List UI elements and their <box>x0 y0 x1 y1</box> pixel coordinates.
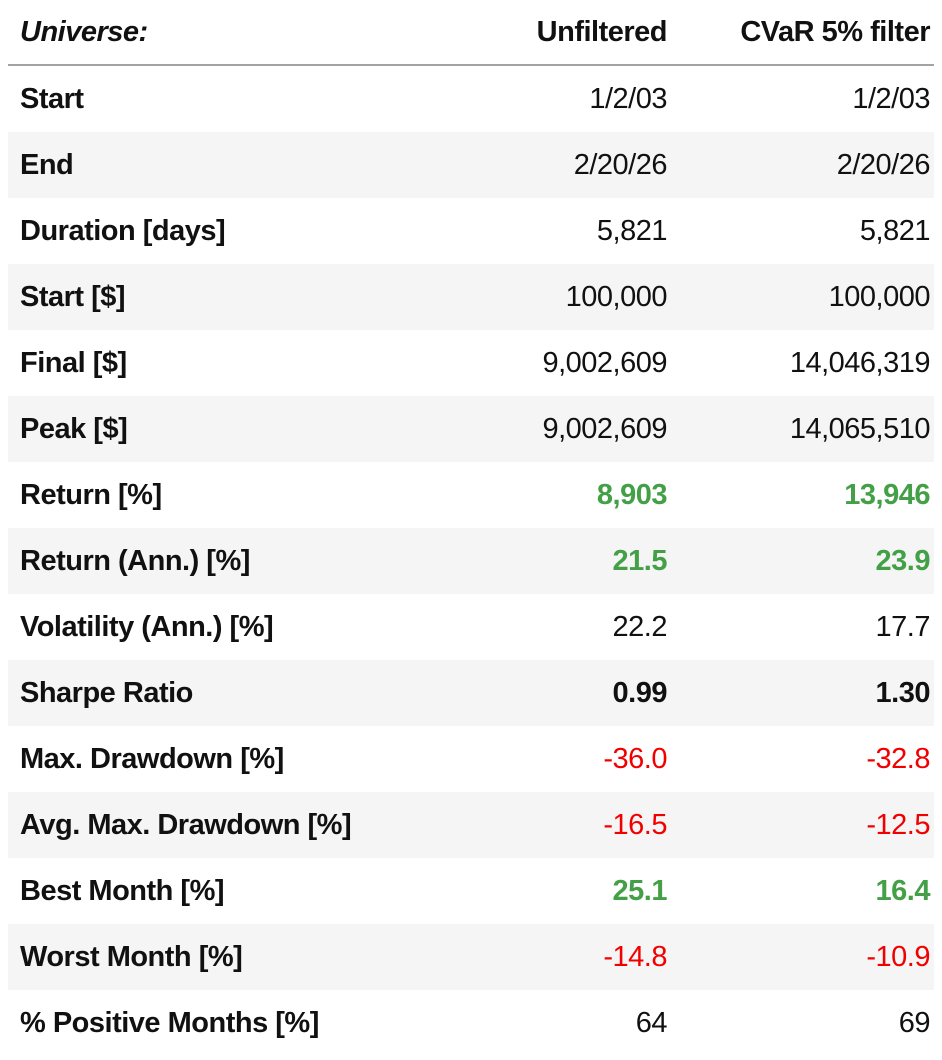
table-row-max-drawdown: Max. Drawdown [%] -36.0 -32.8 <box>8 726 934 792</box>
universe-header-label: Universe: <box>8 0 457 66</box>
value-unfiltered: -16.5 <box>603 808 667 841</box>
table-row-best-month: Best Month [%] 25.1 16.4 <box>8 858 934 924</box>
table-header: Universe: Unfiltered CVaR 5% filter <box>8 0 934 66</box>
value-unfiltered: 21.5 <box>612 544 668 577</box>
table-row-start: Start 1/2/03 1/2/03 <box>8 65 934 132</box>
value-unfiltered: 25.1 <box>612 874 668 907</box>
row-label: Final [$] <box>20 346 127 379</box>
row-label: Return (Ann.) [%] <box>20 544 250 577</box>
value-unfiltered: 0.99 <box>612 676 668 709</box>
value-cvar: 13,946 <box>844 478 930 511</box>
value-cvar: -10.9 <box>866 940 930 973</box>
row-label: % Positive Months [%] <box>20 1006 319 1039</box>
row-label: Start [$] <box>20 280 126 313</box>
value-cvar: 14,065,510 <box>789 412 931 445</box>
header-row: Universe: Unfiltered CVaR 5% filter <box>8 0 934 66</box>
value-unfiltered: -14.8 <box>603 940 667 973</box>
table-row-worst-month: Worst Month [%] -14.8 -10.9 <box>8 924 934 990</box>
value-cvar: 69 <box>898 1006 931 1039</box>
table-row-avg-max-drawdown: Avg. Max. Drawdown [%] -16.5 -12.5 <box>8 792 934 858</box>
value-cvar: 16.4 <box>875 874 931 907</box>
row-label: Volatility (Ann.) [%] <box>20 610 274 643</box>
table-body: Start 1/2/03 1/2/03 End 2/20/26 2/20/26 … <box>8 65 934 1056</box>
table-row-final-dollars: Final [$] 9,002,609 14,046,319 <box>8 330 934 396</box>
stats-table: Universe: Unfiltered CVaR 5% filter Star… <box>8 0 934 1056</box>
value-cvar: 14,046,319 <box>789 346 931 379</box>
table-row-duration: Duration [days] 5,821 5,821 <box>8 198 934 264</box>
value-cvar: 100,000 <box>828 280 931 313</box>
table-row-positive-months: % Positive Months [%] 64 69 <box>8 990 934 1056</box>
value-unfiltered: 8,903 <box>596 478 668 511</box>
value-cvar: 23.9 <box>875 544 931 577</box>
value-unfiltered: 22.2 <box>612 610 668 643</box>
row-label: Max. Drawdown [%] <box>20 742 284 775</box>
table-row-return: Return [%] 8,903 13,946 <box>8 462 934 528</box>
value-cvar: 5,821 <box>859 214 931 247</box>
value-unfiltered: 2/20/26 <box>573 148 668 181</box>
row-label: Best Month [%] <box>20 874 225 907</box>
table-row-return-annualized: Return (Ann.) [%] 21.5 23.9 <box>8 528 934 594</box>
value-unfiltered: 5,821 <box>596 214 668 247</box>
value-unfiltered: 100,000 <box>565 280 668 313</box>
table-row-sharpe-ratio: Sharpe Ratio 0.99 1.30 <box>8 660 934 726</box>
row-label: Peak [$] <box>20 412 128 445</box>
table-row-peak-dollars: Peak [$] 9,002,609 14,065,510 <box>8 396 934 462</box>
value-unfiltered: 9,002,609 <box>542 346 667 379</box>
column-header-cvar-filter: CVaR 5% filter <box>667 0 934 66</box>
row-label: Sharpe Ratio <box>20 676 193 709</box>
value-unfiltered: 9,002,609 <box>542 412 667 445</box>
column-header-unfiltered: Unfiltered <box>457 0 668 66</box>
table-row-start-dollars: Start [$] 100,000 100,000 <box>8 264 934 330</box>
value-cvar: 17.7 <box>875 610 931 643</box>
value-cvar: -12.5 <box>866 808 930 841</box>
value-cvar: 1.30 <box>875 676 931 709</box>
value-unfiltered: -36.0 <box>603 742 667 775</box>
row-label: Duration [days] <box>20 214 226 247</box>
value-cvar: -32.8 <box>866 742 930 775</box>
value-cvar: 2/20/26 <box>836 148 931 181</box>
table-row-volatility-annualized: Volatility (Ann.) [%] 22.2 17.7 <box>8 594 934 660</box>
value-cvar: 1/2/03 <box>852 82 930 115</box>
row-label: Avg. Max. Drawdown [%] <box>20 808 352 841</box>
row-label: Start <box>20 82 84 115</box>
row-label: Worst Month [%] <box>20 940 243 973</box>
row-label: End <box>20 148 74 181</box>
table-row-end: End 2/20/26 2/20/26 <box>8 132 934 198</box>
value-unfiltered: 1/2/03 <box>589 82 667 115</box>
value-unfiltered: 64 <box>635 1006 668 1039</box>
row-label: Return [%] <box>20 478 162 511</box>
